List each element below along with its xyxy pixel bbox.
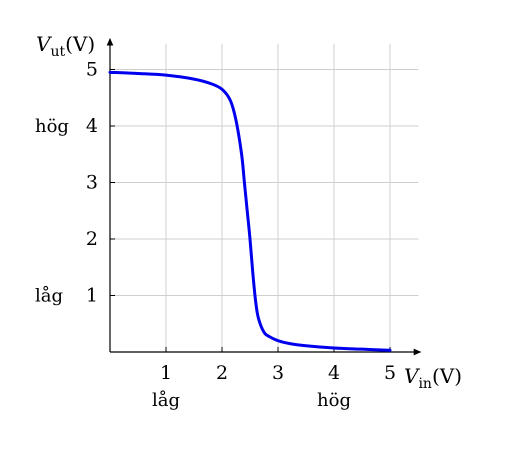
- x-tick-label: 5: [384, 362, 396, 384]
- axes: [106, 38, 422, 356]
- y-tick-label: 2: [86, 228, 98, 250]
- x-axis-label: Vin(V): [404, 364, 462, 392]
- x-tick-label: 2: [216, 362, 228, 384]
- x-tick-label: 1: [160, 362, 172, 384]
- y-tick-label: 1: [86, 285, 98, 307]
- grid: [110, 43, 419, 352]
- series: [108, 70, 392, 352]
- y-tick-label: 4: [86, 115, 98, 137]
- x-tick-label: 3: [272, 362, 284, 384]
- y-axis-label-unit: (V): [65, 32, 95, 56]
- x-annotation-låg: låg: [152, 389, 180, 411]
- y-axis-label: Vut(V): [36, 32, 95, 60]
- series-line-0: [108, 70, 392, 352]
- x-axis-label-sub: in: [418, 376, 432, 392]
- y-tick-label: 3: [86, 172, 98, 194]
- y-axis-label-sub: ut: [50, 44, 65, 60]
- x-tick-label: 4: [328, 362, 340, 384]
- y-axis-label-var: V: [36, 32, 53, 56]
- x-axis-label-unit: (V): [432, 364, 462, 388]
- y-tick-label: 5: [86, 59, 98, 81]
- x-annotation-hög: hög: [317, 390, 351, 411]
- y-annotation-hög: hög: [35, 116, 69, 137]
- x-axis-label-var: V: [404, 364, 421, 388]
- y-annotation-låg: låg: [35, 285, 63, 307]
